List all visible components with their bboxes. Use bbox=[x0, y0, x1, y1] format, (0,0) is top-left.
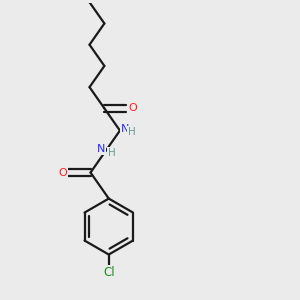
Text: H: H bbox=[128, 127, 136, 137]
Text: O: O bbox=[59, 167, 68, 178]
Text: O: O bbox=[129, 103, 137, 113]
Text: N: N bbox=[120, 124, 129, 134]
Text: N: N bbox=[97, 144, 105, 154]
Text: Cl: Cl bbox=[103, 266, 115, 279]
Text: H: H bbox=[107, 148, 115, 158]
